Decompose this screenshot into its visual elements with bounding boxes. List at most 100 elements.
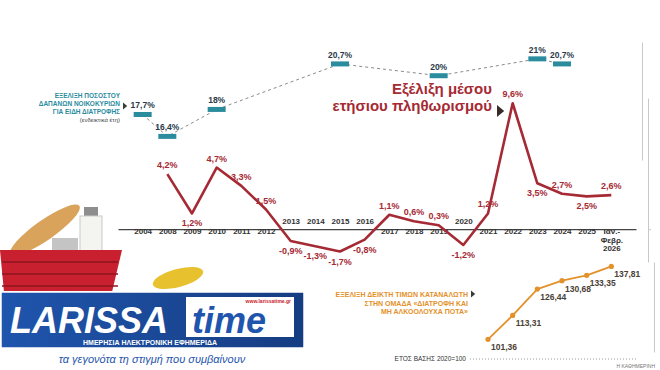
- x-tick: 2021: [480, 227, 498, 236]
- data-label: 9,6%: [502, 89, 523, 99]
- series-2: [485, 264, 614, 342]
- series-subtitle: (ενδεικτικά έτη): [80, 117, 120, 123]
- series-0: [167, 103, 611, 251]
- x-tick-label: 2013: [282, 217, 300, 226]
- data-label: -1,3%: [304, 251, 328, 261]
- x-tick-label-line: 2012: [258, 227, 276, 236]
- logo-band: [1, 292, 304, 348]
- y-tick-mark: [648, 229, 651, 230]
- series-title-line: ΜΗ ΑΛΚΟΟΛΟΥΧΑ ΠΟΤΑ»: [381, 308, 468, 315]
- x-tick-label: 2021: [480, 227, 498, 236]
- logo-url: www.larissatime.gr: [245, 298, 291, 304]
- series-title: Εξέλιξη μέσουετήσιου πληθωρισμού: [333, 80, 493, 114]
- series-title-line: ετήσιου πληθωρισμού: [333, 97, 493, 114]
- data-label: -1,7%: [328, 257, 352, 267]
- x-tick-label: Ιαν.-Φεβρ.2026: [601, 227, 623, 253]
- data-label: 2,5%: [576, 201, 597, 211]
- x-tick-label-line: 2025: [578, 227, 596, 236]
- y-tick: [648, 229, 651, 230]
- data-label: 20%: [430, 62, 447, 72]
- x-tick: 2025: [578, 227, 596, 236]
- x-tick: 2015: [332, 217, 350, 229]
- y-axis: [648, 99, 651, 263]
- series-title: ΕΞΕΛΙΞΗ ΠΟΣΟΣΤΟΥΔΑΠΑΝΩΝ ΝΟΙΚΟΚΥΡΙΩΝΓΙΑ Ε…: [39, 92, 121, 115]
- data-label: 16,4%: [155, 122, 180, 132]
- x-tick-label: 2010: [208, 227, 226, 236]
- x-tick-label-line: 2008: [159, 227, 177, 236]
- x-tick-label: 2011: [233, 227, 251, 236]
- data-label: 0,6%: [404, 207, 425, 217]
- point: [609, 264, 614, 269]
- x-tick-label-line: 2024: [554, 227, 572, 236]
- x-tick-label: 2016: [356, 217, 374, 226]
- series-title-line: ΣΤΗΝ ΟΜΑΔΑ «ΔΙΑΤΡΟΦΗ ΚΑΙ: [365, 300, 468, 307]
- x-tick-label: 2004: [134, 227, 152, 236]
- logo-motto: τα γεγονότα τη στιγμή που συμβαίνουν: [59, 353, 246, 365]
- point-bar: [158, 134, 176, 139]
- x-tick-label-line: 2020: [455, 217, 473, 226]
- data-labels-0: 4,2%1,2%4,7%3,3%1,5%-0,9%-1,3%-1,7%-0,8%…: [157, 89, 622, 266]
- y-axis-line: [648, 99, 649, 263]
- data-label: 4,7%: [206, 154, 227, 164]
- point: [485, 337, 490, 342]
- data-label: 20,7%: [550, 50, 575, 60]
- point-bar: [134, 112, 152, 117]
- x-tick: 2018: [406, 227, 424, 236]
- x-tick: 2022: [504, 227, 522, 236]
- annotation-line: [470, 359, 636, 360]
- series-title: ΕΞΕΛΙΞΗ ΔΕΙΚΤΗ ΤΙΜΩΝ ΚΑΤΑΝΑΛΩΤΗ ΣΤΗΝ ΟΜΑΔ…: [336, 291, 469, 315]
- x-tick: 2013: [282, 217, 300, 229]
- series-title-line: ΓΙΑ ΕΙΔΗ ΔΙΑΤΡΟΦΗΣ: [53, 108, 120, 115]
- logo-name: LARISSA: [10, 300, 168, 341]
- x-tick: 2011: [233, 227, 251, 236]
- x-tick: 2012: [258, 227, 276, 236]
- x-tick-label: 2012: [258, 227, 276, 236]
- x-tick: 2017: [381, 227, 399, 236]
- point: [510, 313, 515, 318]
- basket-weave: [2, 273, 118, 275]
- data-label: 0,3%: [428, 211, 449, 221]
- annotation: ΕΤΟΣ ΒΑΣΗΣ 2020=100: [395, 355, 467, 362]
- y-axis: [642, 43, 643, 161]
- x-tick: 2014: [307, 217, 325, 229]
- point: [584, 273, 589, 278]
- x-tick: 2016: [356, 217, 374, 229]
- x-tick: 2024: [554, 227, 572, 236]
- x-tick: 2009: [184, 227, 202, 236]
- point: [559, 278, 564, 283]
- chart-root: 2004 2008 2009 2010 2011 2012 2013 2014 2015 2016…: [0, 0, 660, 370]
- series-line: [167, 103, 611, 251]
- series-title-line: ΔΑΠΑΝΩΝ ΝΟΙΚΟΚΥΡΙΩΝ: [39, 100, 121, 107]
- y-axis: [654, 263, 655, 353]
- x-tick-label: 2024: [554, 227, 572, 236]
- x-tick-label: 2014: [307, 217, 325, 226]
- x-tick-label: 2022: [504, 227, 522, 236]
- x-tick-label-line: 2009: [184, 227, 202, 236]
- x-tick-label: 2020: [455, 217, 473, 226]
- data-label: 2,7%: [552, 180, 573, 190]
- data-label: 101,36: [491, 342, 517, 352]
- data-label: 17,7%: [131, 100, 156, 110]
- x-tick-label: 2015: [332, 217, 350, 226]
- x-tick: 2010: [208, 227, 226, 236]
- data-label: 130,68: [565, 284, 591, 294]
- source: Η ΚΑΘΗΜΕΡΙΝΗ: [616, 363, 655, 369]
- point-bar: [430, 73, 448, 78]
- x-tick-label-line: 2017: [381, 227, 399, 236]
- series-title-line: ΕΞΕΛΙΞΗ ΔΕΙΚΤΗ ΤΙΜΩΝ ΚΑΤΑΝΑΛΩΤΗ: [336, 291, 468, 298]
- x-tick-label-line: 2013: [282, 217, 300, 226]
- data-label: 2,6%: [601, 181, 622, 191]
- chart-svg: 2004 2008 2009 2010 2011 2012 2013 2014 2015 2016…: [0, 0, 660, 370]
- series-line: [143, 59, 562, 137]
- logo-bg: [0, 291, 305, 370]
- data-label: 126,44: [540, 292, 566, 302]
- data-labels-2: 101,36113,31126,44130,68133,35137,81: [491, 269, 641, 352]
- x-axis: 2004 2008 2009 2010 2011 2012 2013 2014 2015 2016…: [119, 217, 637, 253]
- data-label: 1,5%: [256, 196, 277, 206]
- data-label: 3,3%: [231, 172, 252, 182]
- data-label: 113,31: [516, 318, 542, 328]
- x-tick-label-line: 2016: [356, 217, 374, 226]
- data-label: 20,7%: [328, 50, 353, 60]
- data-label: 3,5%: [527, 188, 548, 198]
- data-labels-1: 17,7%16,4%18%20,7%20%21%20,7%: [131, 45, 575, 133]
